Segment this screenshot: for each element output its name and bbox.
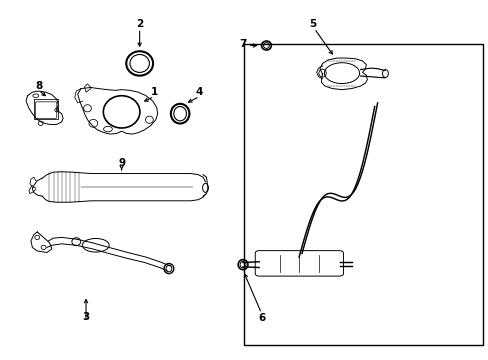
Text: 2: 2 — [136, 19, 143, 29]
Text: 5: 5 — [308, 19, 316, 29]
Text: 8: 8 — [35, 81, 42, 91]
Bar — [244, 44, 483, 345]
Text: 4: 4 — [196, 87, 203, 97]
Text: 6: 6 — [257, 313, 264, 323]
Text: 3: 3 — [82, 312, 89, 322]
Text: 1: 1 — [150, 87, 158, 97]
Text: 7: 7 — [239, 40, 246, 49]
Text: 9: 9 — [118, 158, 125, 168]
